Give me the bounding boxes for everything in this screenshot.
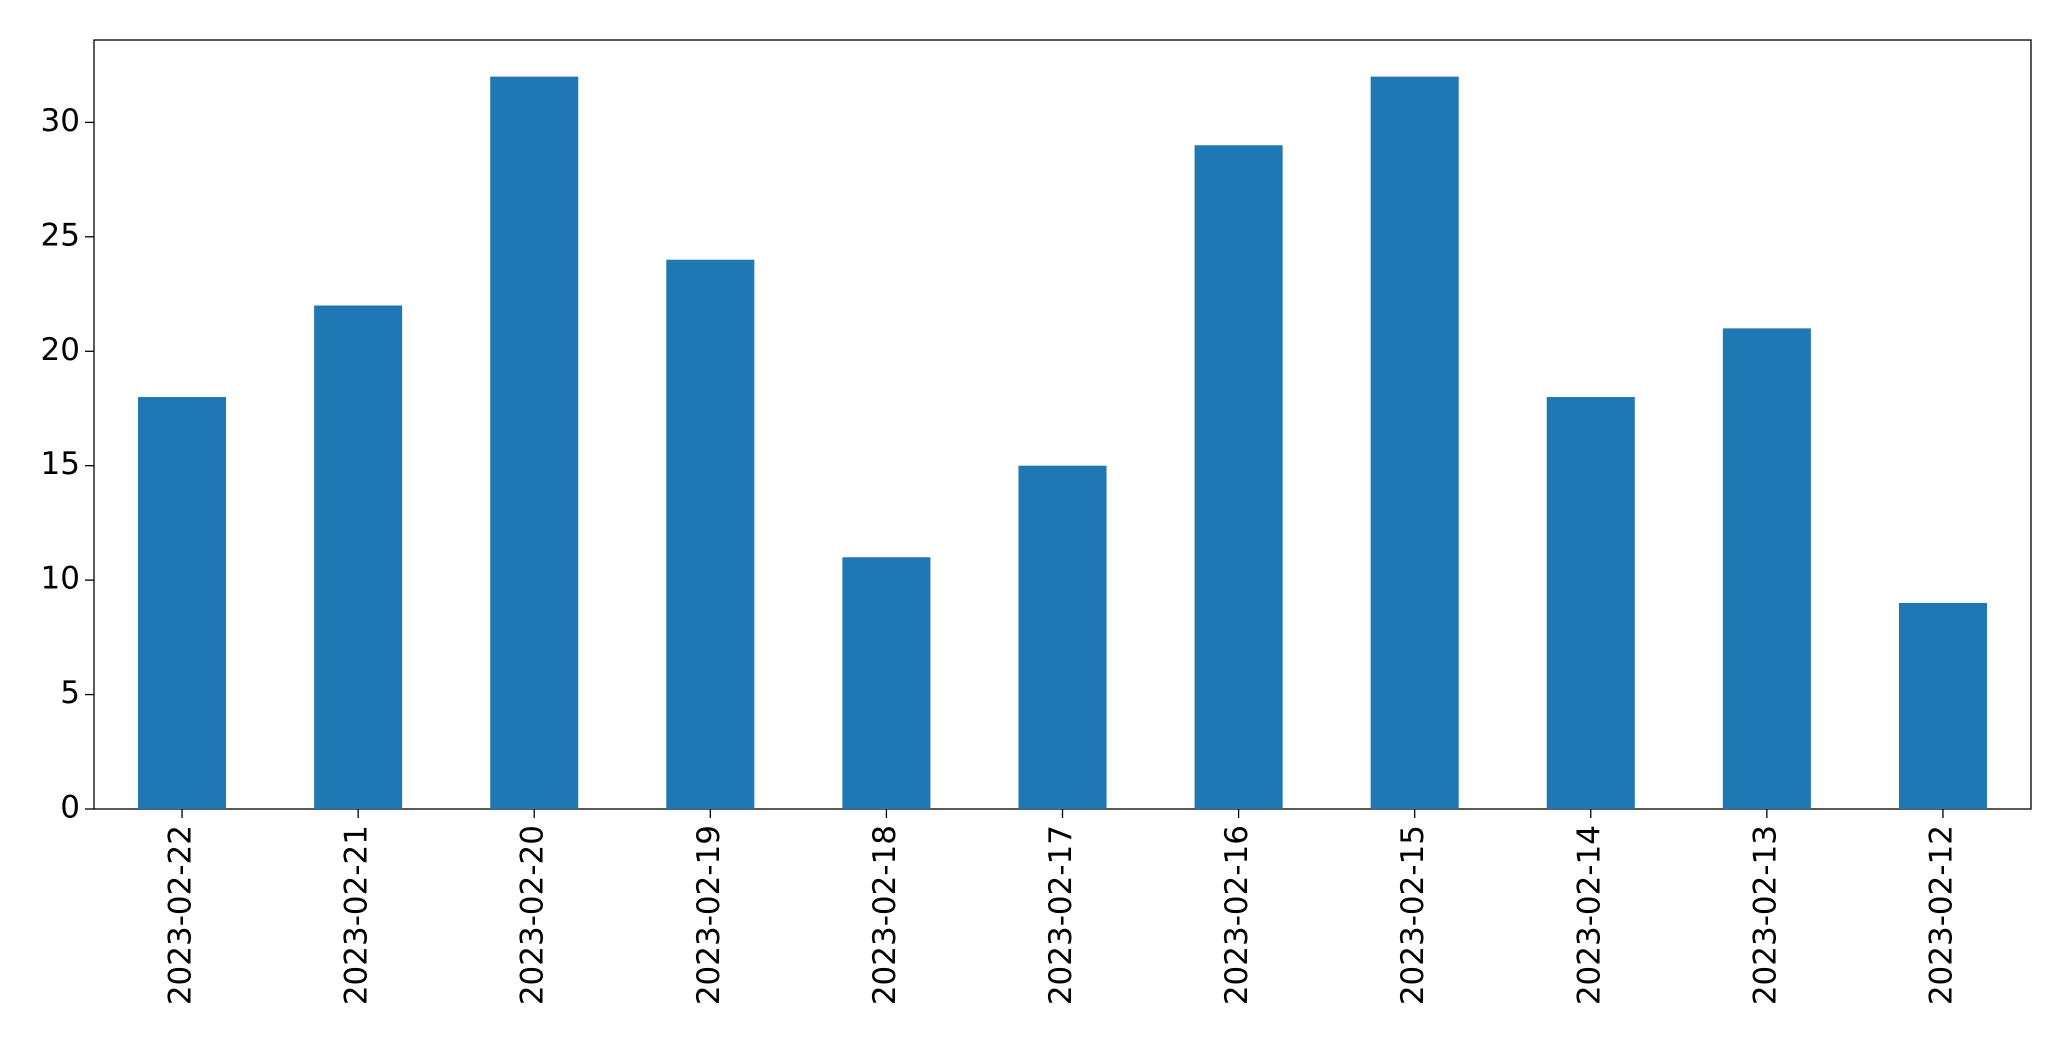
y-tick-label: 0 — [60, 790, 80, 826]
bar — [1546, 397, 1635, 809]
x-tick-label: 2023-02-12 — [1923, 825, 1959, 1005]
bar — [1722, 328, 1811, 809]
bar — [138, 397, 227, 809]
x-tick-label: 2023-02-22 — [163, 825, 199, 1005]
bar — [1370, 76, 1459, 810]
x-tick-label: 2023-02-20 — [515, 825, 551, 1005]
x-tick-label: 2023-02-19 — [691, 825, 727, 1005]
x-tick-label: 2023-02-16 — [1219, 825, 1255, 1005]
y-tick-label: 25 — [41, 217, 80, 253]
bar — [490, 76, 579, 810]
bar — [314, 305, 403, 809]
x-tick-label: 2023-02-13 — [1747, 825, 1783, 1005]
y-tick-label: 20 — [41, 332, 80, 368]
y-tick-label: 5 — [60, 675, 80, 711]
bar — [666, 259, 755, 809]
x-tick-label: 2023-02-18 — [867, 825, 903, 1005]
x-tick-label: 2023-02-15 — [1395, 825, 1431, 1005]
bar — [1018, 465, 1107, 809]
y-tick-label: 15 — [41, 446, 80, 482]
bar — [842, 557, 931, 809]
y-tick-label: 30 — [41, 103, 80, 139]
x-tick-label: 2023-02-17 — [1043, 825, 1079, 1005]
y-tick-label: 10 — [41, 561, 80, 597]
bar — [1898, 603, 1987, 809]
bar — [1194, 145, 1283, 809]
x-tick-label: 2023-02-14 — [1571, 825, 1607, 1005]
x-tick-label: 2023-02-21 — [339, 825, 375, 1005]
